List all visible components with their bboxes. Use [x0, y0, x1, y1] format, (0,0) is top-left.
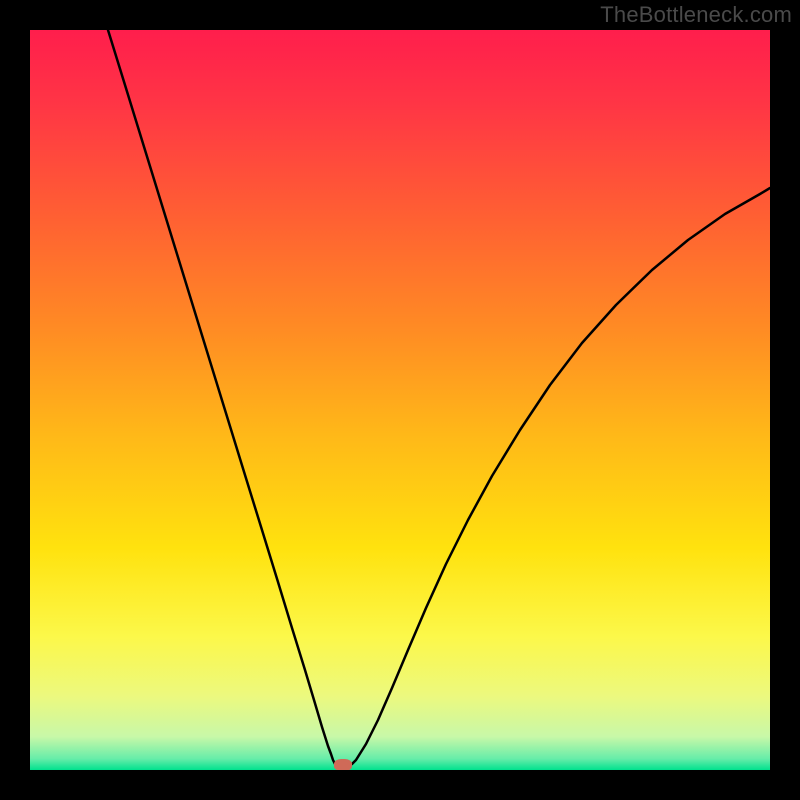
frame-border-right [770, 0, 800, 800]
frame-border-left [0, 0, 30, 800]
optimal-point-marker [334, 759, 352, 770]
watermark-text: TheBottleneck.com [600, 2, 792, 28]
bottleneck-curve [108, 30, 770, 765]
frame-border-bottom [0, 770, 800, 800]
curve-layer [30, 30, 770, 770]
plot-area [30, 30, 770, 770]
chart-frame: TheBottleneck.com [0, 0, 800, 800]
